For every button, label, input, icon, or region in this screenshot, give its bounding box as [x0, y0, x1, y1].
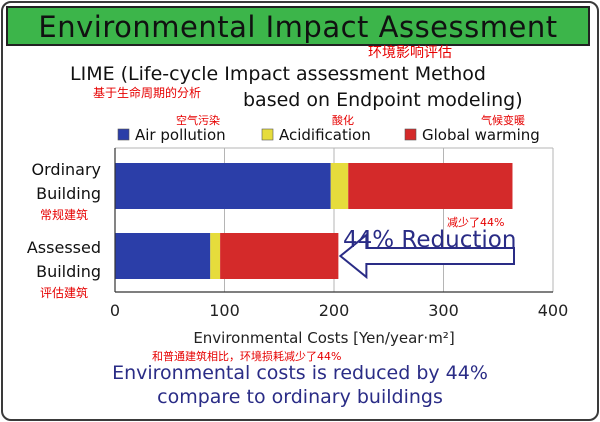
page-title: Environmental Impact Assessment	[38, 10, 558, 44]
category-label: Building	[36, 262, 101, 281]
legend-swatch	[117, 128, 130, 141]
x-tick-label: 400	[538, 301, 569, 320]
legend-label: Global warming	[422, 126, 540, 144]
method-title-line2: based on Endpoint modeling)	[243, 89, 523, 111]
bar-acidification	[210, 233, 221, 279]
category-label: Building	[36, 184, 101, 203]
left-arrow-icon	[338, 232, 515, 280]
chart-axis	[114, 148, 553, 293]
legend-label-cn: 空气污染	[176, 113, 220, 127]
reduction-note-cn: 减少了44%	[447, 216, 505, 229]
bar-air-pollution	[115, 163, 331, 209]
legend-swatch	[404, 128, 417, 141]
legend-swatch	[261, 128, 274, 141]
category-label-cn: 常规建筑	[40, 208, 89, 222]
x-tick-label: 0	[110, 301, 120, 320]
reduction-arrow	[338, 232, 515, 280]
legend-label: Acidification	[279, 126, 371, 144]
bar-global-warming	[348, 163, 513, 209]
title-banner: Environmental Impact Assessment	[6, 6, 590, 46]
bar-global-warming	[220, 233, 339, 279]
xaxis-note-cn: 和普通建筑相比，环境损耗减少了44%	[152, 350, 342, 363]
legend-label: Air pollution	[135, 126, 226, 144]
x-tick-label: 100	[209, 301, 240, 320]
category-label: Assessed	[26, 238, 101, 257]
x-axis-label: Environmental Costs [Yen/year·m²]	[193, 329, 454, 347]
chart-bars	[115, 163, 513, 279]
x-tick-labels: 0 100 200 300 400	[110, 301, 568, 320]
bar-air-pollution	[115, 233, 211, 279]
legend-label-cn: 气候变暖	[481, 113, 525, 127]
reduction-label: 44% Reduction	[343, 227, 517, 253]
method-title-cn: 基于生命周期的分析	[93, 86, 202, 100]
x-tick-label: 300	[428, 301, 459, 320]
page-title-cn: 环境影响评估	[368, 45, 452, 61]
legend-label-cn: 酸化	[332, 113, 354, 127]
category-label: Ordinary	[31, 160, 101, 179]
x-tick-label: 200	[319, 301, 350, 320]
category-label-cn: 评估建筑	[40, 286, 89, 300]
bar-acidification	[330, 163, 349, 209]
footer-line-1: Environmental costs is reduced by 44%	[112, 362, 488, 384]
method-title-line1: LIME (Life-cycle Impact assessment Metho…	[70, 63, 486, 85]
footer-line-2: compare to ordinary buildings	[157, 386, 443, 408]
